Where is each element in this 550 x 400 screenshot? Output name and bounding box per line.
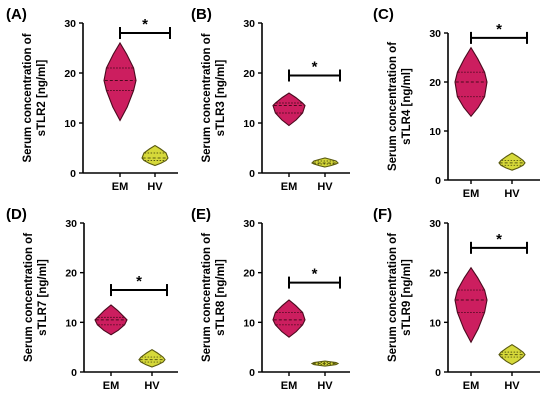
panel-label: (A) [6, 6, 27, 23]
violin-em [454, 266, 488, 344]
x-tick-label: EM [112, 181, 129, 193]
y-tick-label: 20 [64, 68, 76, 80]
significance-star: * [142, 16, 148, 33]
x-tick-label: HV [504, 188, 520, 200]
y-tick-label: 30 [429, 28, 441, 40]
x-tick-label: EM [281, 181, 298, 193]
y-tick-label: 10 [243, 317, 255, 329]
y-axis-title: Serum concentration of sTLR3 [ng/ml] [201, 33, 227, 162]
panel-c: (C) Serum concentration of sTLR4 [ng/ml] 0 1… [373, 6, 540, 200]
panel-label: (E) [191, 206, 211, 223]
y-tick-label: 10 [243, 118, 255, 130]
y-axis-title: Serum concentration of sTLR8 [ng/ml] [201, 233, 227, 362]
violin-em [272, 299, 306, 338]
panel-e: (E) Serum concentration of sTLR8 [ng/ml] 0 1… [191, 206, 350, 392]
violin-hv [498, 152, 526, 171]
y-axis-title-line2: sTLR9 [ng/ml] [401, 259, 413, 336]
x-tick-label: HV [144, 380, 160, 392]
y-tick-label: 0 [249, 367, 255, 379]
y-axis-title-line1: Serum concentration of [201, 33, 213, 162]
panel-a: (A) Serum concentration of sTLR2 [ng/ml] 0 1… [6, 6, 178, 193]
panel-f: (F) Serum concentration of sTLR9 [ng/ml] 0 1… [373, 206, 540, 392]
y-tick-label: 30 [429, 218, 441, 230]
y-tick-label: 0 [71, 367, 77, 379]
violin-em [103, 41, 137, 122]
significance-star: * [136, 273, 142, 290]
y-tick-label: 30 [243, 18, 255, 30]
x-tick-label: EM [463, 188, 480, 200]
violin-hv [141, 144, 169, 167]
y-tick-label: 0 [249, 168, 255, 180]
panel-label: (C) [373, 6, 394, 23]
significance-star: * [496, 231, 502, 248]
y-tick-label: 30 [243, 218, 255, 230]
significance-star: * [496, 21, 502, 38]
panel-label: (F) [373, 206, 392, 223]
y-tick-label: 20 [429, 77, 441, 89]
violin-em [272, 92, 306, 127]
significance-star: * [312, 59, 318, 76]
x-tick-label: EM [281, 380, 298, 392]
y-tick-label: 10 [429, 126, 441, 138]
y-tick-label: 0 [435, 175, 441, 187]
y-tick-label: 30 [64, 18, 76, 30]
y-axis-title-line1: Serum concentration of [22, 33, 34, 162]
y-tick-label: 20 [243, 68, 255, 80]
panel-b: (B) Serum concentration of sTLR3 [ng/ml] 0 1… [191, 6, 350, 193]
panel-label: (D) [6, 206, 27, 223]
y-axis-title-line2: sTLR2 [ng/ml] [36, 60, 48, 137]
panel-label: (B) [191, 6, 212, 23]
y-axis-title-line1: Serum concentration of [23, 233, 35, 362]
x-tick-label: EM [103, 380, 120, 392]
y-tick-label: 0 [70, 168, 76, 180]
y-axis-title-line1: Serum concentration of [201, 233, 213, 362]
x-tick-label: HV [504, 380, 520, 392]
x-tick-label: HV [147, 181, 163, 193]
y-axis-title: Serum concentration of sTLR4 [ng/ml] [387, 42, 413, 171]
violin-hv [138, 349, 166, 368]
y-axis-title-line2: sTLR3 [ng/ml] [215, 60, 227, 137]
y-tick-label: 30 [65, 218, 77, 230]
x-tick-label: HV [317, 380, 333, 392]
y-tick-label: 20 [429, 268, 441, 280]
y-tick-label: 0 [435, 367, 441, 379]
y-axis-title-line2: sTLR8 [ng/ml] [215, 259, 227, 336]
y-axis-title: Serum concentration of sTLR7 [ng/ml] [23, 233, 49, 362]
y-axis-title-line1: Serum concentration of [387, 233, 399, 362]
y-tick-label: 10 [64, 118, 76, 130]
x-tick-label: HV [317, 181, 333, 193]
y-axis-title-line2: sTLR4 [ng/ml] [401, 68, 413, 145]
x-tick-label: EM [463, 380, 480, 392]
panel-d: (D) Serum concentration of sTLR7 [ng/ml] 0 1… [6, 206, 178, 392]
y-axis-title: Serum concentration of sTLR2 [ng/ml] [22, 33, 48, 162]
y-axis-title-line1: Serum concentration of [387, 42, 399, 171]
significance-star: * [312, 266, 318, 283]
y-axis-title: Serum concentration of sTLR9 [ng/ml] [387, 233, 413, 362]
y-tick-label: 10 [429, 317, 441, 329]
y-axis-title-line2: sTLR7 [ng/ml] [37, 259, 49, 336]
y-tick-label: 10 [65, 317, 77, 329]
y-tick-label: 20 [243, 268, 255, 280]
y-tick-label: 20 [65, 268, 77, 280]
